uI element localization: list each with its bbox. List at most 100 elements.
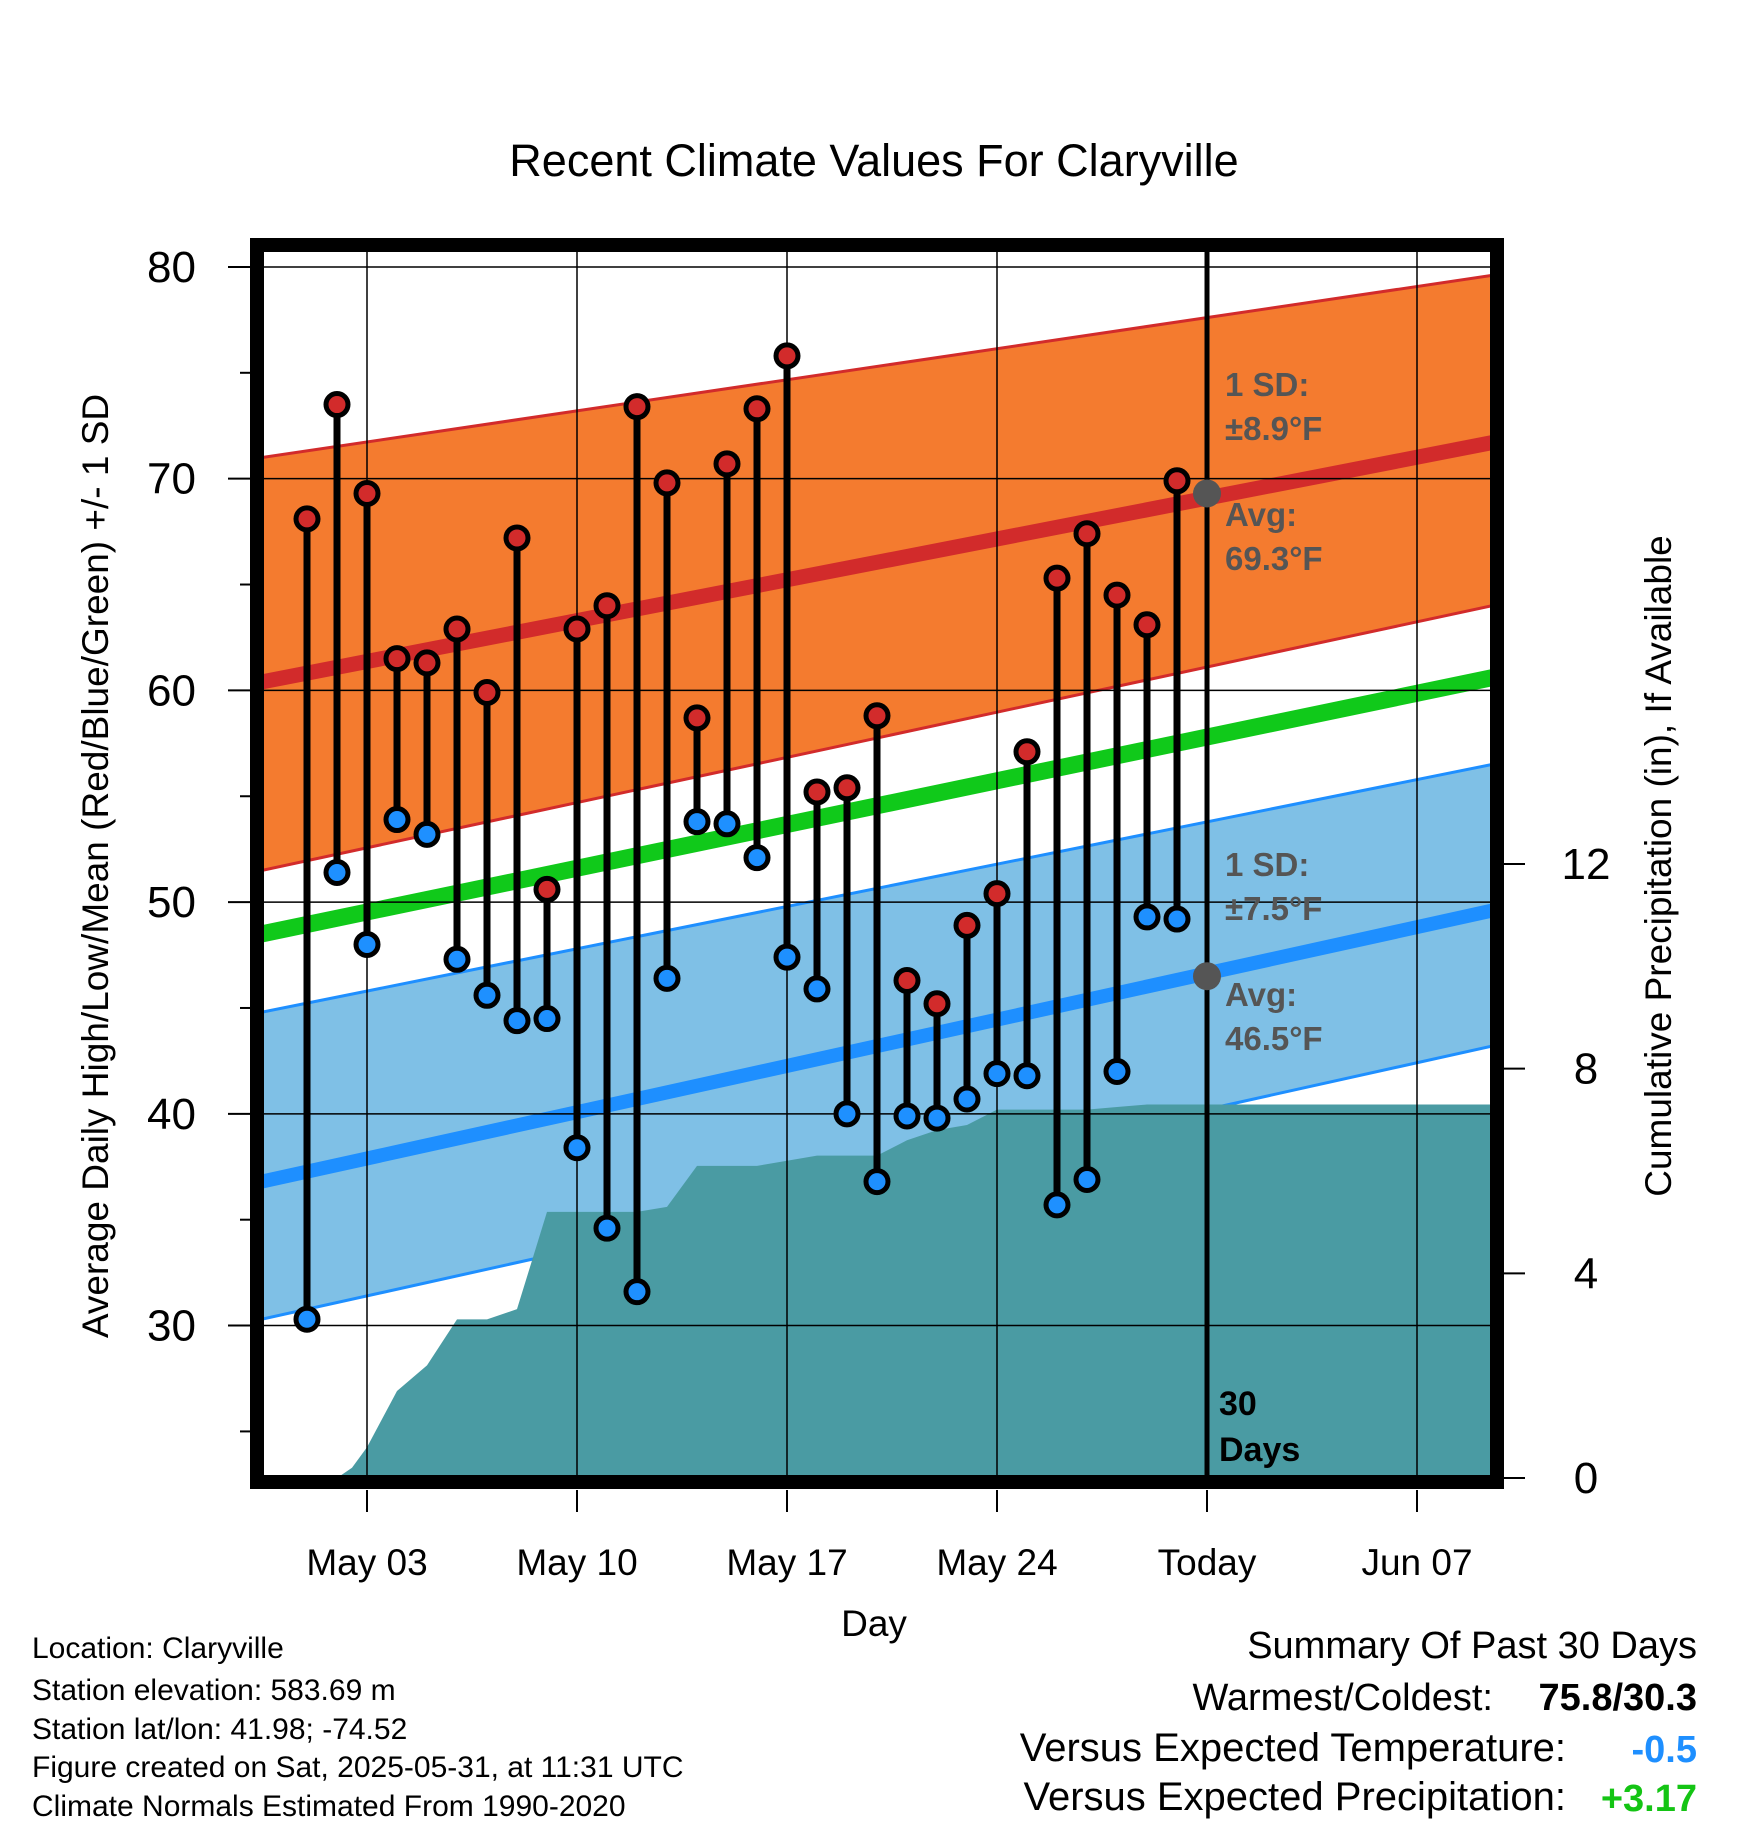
summary-temp-value: -0.5 — [1632, 1729, 1697, 1771]
y-tick-label: 50 — [147, 878, 196, 927]
summary-precip-value: +3.17 — [1601, 1778, 1697, 1820]
high-sd-value: ±8.9°F — [1225, 410, 1322, 447]
low-point — [1163, 905, 1191, 933]
low-point — [743, 844, 771, 872]
low-point — [503, 1007, 531, 1035]
y-axis-label: Average Daily High/Low/Mean (Red/Blue/Gr… — [75, 394, 116, 1338]
high-point — [683, 704, 711, 732]
precip-area — [277, 1104, 1492, 1478]
low-point — [773, 943, 801, 971]
y-tick-label: 60 — [147, 666, 196, 715]
high-point — [1103, 581, 1131, 609]
low-point — [653, 964, 681, 992]
high-point — [623, 393, 651, 421]
high-point — [653, 469, 681, 497]
y-tick-label: 70 — [147, 455, 196, 504]
high-point — [893, 966, 921, 994]
low-point — [983, 1060, 1011, 1088]
low-point — [893, 1102, 921, 1130]
y2-tick-label: 0 — [1574, 1454, 1598, 1503]
today-low-avg-marker — [1193, 962, 1221, 991]
high-avg-label: Avg: — [1225, 496, 1297, 533]
low-point — [323, 858, 351, 886]
low-point — [1013, 1062, 1041, 1090]
low-point — [683, 808, 711, 836]
x-tick-label: May 03 — [306, 1542, 427, 1583]
footer-normals: Climate Normals Estimated From 1990-2020 — [32, 1790, 626, 1823]
high-point — [443, 615, 471, 643]
low-point — [383, 806, 411, 834]
high-point — [923, 990, 951, 1018]
y2-tick-label: 8 — [1574, 1045, 1598, 1094]
low-point — [623, 1278, 651, 1306]
high-point — [503, 524, 531, 552]
low-point — [293, 1305, 321, 1333]
summary-precip-label: Versus Expected Precipitation: — [1023, 1775, 1566, 1819]
high-sd-band — [262, 275, 1492, 871]
low-point — [473, 981, 501, 1009]
low-point — [533, 1005, 561, 1033]
footer-created: Figure created on Sat, 2025-05-31, at 11… — [32, 1751, 684, 1784]
footer-latlon: Station lat/lon: 41.98; -74.52 — [32, 1713, 407, 1746]
low-point — [1103, 1057, 1131, 1085]
x-tick-label: Today — [1158, 1542, 1257, 1583]
low-point — [803, 975, 831, 1003]
low-point — [863, 1168, 891, 1196]
plot-frame — [250, 238, 1504, 1489]
y2-axis-label: Cumulative Precipitation (in), If Availa… — [1638, 535, 1679, 1197]
low-point — [353, 930, 381, 958]
high-point — [743, 395, 771, 423]
low-sd-value: ±7.5°F — [1225, 890, 1322, 927]
high-point — [713, 450, 741, 478]
today-high-avg-marker — [1193, 479, 1221, 508]
high-point — [413, 649, 441, 677]
summary-temp-label: Versus Expected Temperature: — [1020, 1726, 1566, 1770]
low-point — [833, 1100, 861, 1128]
high-avg-line — [262, 435, 1492, 690]
today-days-label: 30 — [1219, 1385, 1257, 1423]
y2-tick-label: 4 — [1574, 1249, 1598, 1298]
x-tick-label: May 24 — [936, 1542, 1057, 1583]
low-point — [1043, 1191, 1071, 1219]
high-point — [1013, 738, 1041, 766]
high-point — [383, 645, 411, 673]
low-sd-label: 1 SD: — [1225, 846, 1309, 883]
low-point — [953, 1085, 981, 1113]
low-avg-value: 46.5°F — [1225, 1020, 1323, 1057]
high-point — [983, 880, 1011, 908]
high-point — [563, 615, 591, 643]
high-point — [803, 778, 831, 806]
summary-title: Summary Of Past 30 Days — [1247, 1625, 1697, 1667]
y-tick-label: 80 — [147, 243, 196, 292]
high-avg-value: 69.3°F — [1225, 540, 1323, 577]
footer-elevation: Station elevation: 583.69 m — [32, 1674, 396, 1707]
summary-warmest-value: 75.8/30.3 — [1539, 1677, 1697, 1719]
high-point — [1163, 467, 1191, 495]
high-point — [293, 505, 321, 533]
low-point — [593, 1214, 621, 1242]
high-point — [473, 679, 501, 707]
low-point — [443, 945, 471, 973]
y-tick-label: 40 — [147, 1090, 196, 1139]
high-point — [953, 911, 981, 939]
high-sd-band-upper-edge — [262, 273, 1492, 459]
high-point — [533, 875, 561, 903]
x-tick-label: May 10 — [516, 1542, 637, 1583]
today-days-label: Days — [1219, 1431, 1300, 1469]
high-sd-label: 1 SD: — [1225, 366, 1309, 403]
low-point — [1073, 1165, 1101, 1193]
x-tick-label: Jun 07 — [1361, 1542, 1472, 1583]
low-point — [713, 810, 741, 838]
high-point — [593, 592, 621, 620]
chart-title: Recent Climate Values For Claryville — [509, 135, 1238, 186]
high-point — [1043, 564, 1071, 592]
summary-warmest-label: Warmest/Coldest: — [1192, 1677, 1493, 1719]
high-point — [1133, 611, 1161, 639]
y-tick-label: 30 — [147, 1302, 196, 1351]
low-avg-label: Avg: — [1225, 976, 1297, 1013]
high-point — [833, 774, 861, 802]
high-point — [323, 391, 351, 419]
low-point — [563, 1134, 591, 1162]
high-point — [863, 702, 891, 730]
